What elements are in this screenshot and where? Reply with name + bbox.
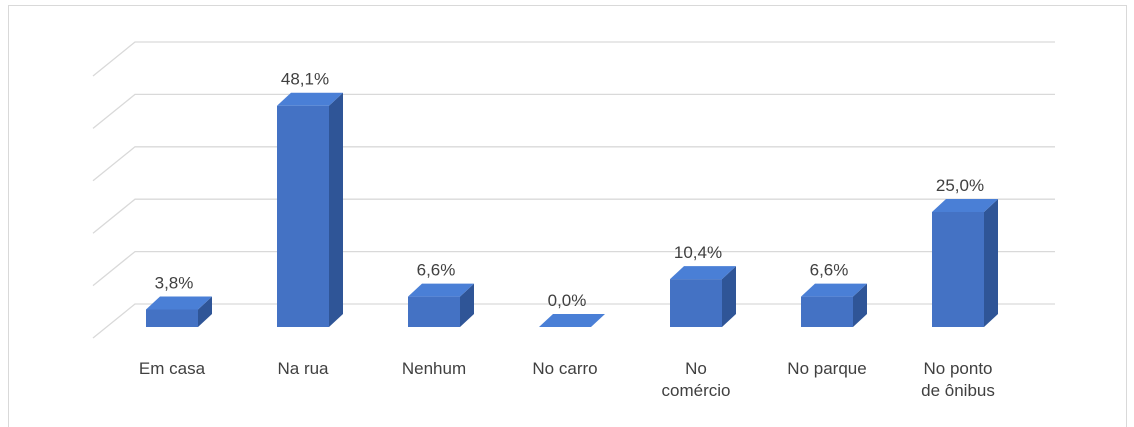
x-tick-label: No comércio bbox=[661, 359, 731, 400]
bar-top bbox=[408, 283, 474, 297]
bar-side bbox=[198, 296, 212, 327]
data-label: 10,4% bbox=[674, 243, 722, 262]
x-tick-label: Em casa bbox=[138, 359, 206, 378]
x-tick-label: No parque bbox=[787, 359, 867, 378]
bar-top bbox=[146, 296, 212, 310]
bar bbox=[932, 199, 998, 327]
bar-side bbox=[853, 283, 867, 327]
data-label: 6,6% bbox=[810, 261, 849, 280]
bar-front bbox=[146, 309, 198, 327]
bar-front bbox=[277, 105, 329, 328]
data-label: 0,0% bbox=[548, 291, 587, 310]
bar-side bbox=[460, 283, 474, 327]
bar-front bbox=[408, 296, 460, 327]
grid-line bbox=[92, 146, 1055, 182]
bar-front bbox=[932, 212, 984, 327]
data-label: 6,6% bbox=[417, 261, 456, 280]
grid-line bbox=[92, 303, 1055, 339]
bar-side bbox=[329, 92, 343, 328]
bar-front bbox=[801, 296, 853, 327]
bar-front bbox=[670, 279, 722, 327]
data-label: 25,0% bbox=[936, 176, 984, 195]
bar-side bbox=[722, 266, 736, 327]
bar bbox=[146, 296, 212, 327]
bar bbox=[408, 283, 474, 327]
grid-line bbox=[92, 93, 1055, 129]
grid-line bbox=[92, 198, 1055, 234]
chart-frame bbox=[8, 5, 1127, 427]
bar-top bbox=[801, 283, 867, 297]
x-tick-label: Nenhum bbox=[401, 359, 467, 378]
bar-top bbox=[539, 314, 605, 327]
data-label: 3,8% bbox=[155, 274, 194, 293]
bar bbox=[277, 92, 343, 328]
x-tick-label: No carro bbox=[532, 359, 598, 378]
bar bbox=[539, 314, 605, 327]
grid-line bbox=[92, 250, 1055, 287]
bar-top bbox=[670, 266, 736, 280]
data-label: 48,1% bbox=[281, 70, 329, 89]
bar bbox=[801, 283, 867, 327]
bar bbox=[670, 266, 736, 327]
bar-top bbox=[277, 92, 343, 106]
bar-top bbox=[932, 199, 998, 212]
x-tick-label: No ponto de ônibus bbox=[921, 359, 995, 400]
grid-line bbox=[92, 41, 1055, 77]
bar-side bbox=[984, 199, 998, 327]
x-tick-label: Na rua bbox=[277, 359, 329, 378]
